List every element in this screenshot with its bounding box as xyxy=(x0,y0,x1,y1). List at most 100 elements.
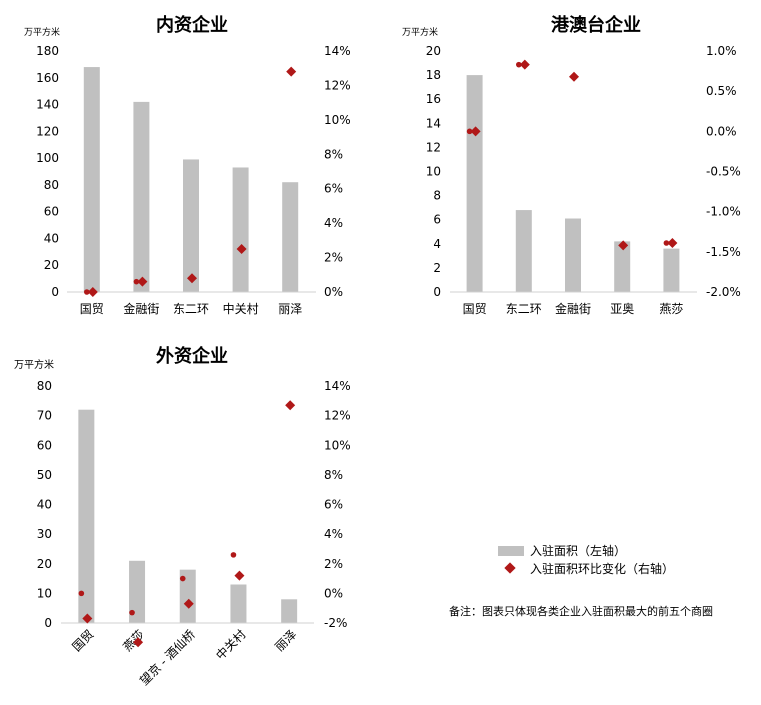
change-dot-marker xyxy=(129,609,135,616)
right-tick-label: 0.0% xyxy=(706,124,737,138)
legend-item-change: 入驻面积环比变化（右轴） xyxy=(498,560,674,578)
category-label: 丽泽 xyxy=(272,627,299,654)
right-tick-label: 2% xyxy=(324,251,343,265)
legend-item-area: 入驻面积（左轴） xyxy=(498,542,674,560)
right-tick-label: 1.0% xyxy=(706,44,737,58)
change-diamond-marker xyxy=(183,598,194,609)
bar xyxy=(183,159,199,292)
left-tick-label: 60 xyxy=(44,205,59,219)
legend: 入驻面积（左轴） 入驻面积环比变化（右轴） xyxy=(498,542,674,578)
category-label: 金融街 xyxy=(555,301,591,316)
right-tick-label: 12% xyxy=(324,78,351,92)
bar xyxy=(230,584,247,623)
left-tick-label: 4 xyxy=(433,237,441,251)
bar xyxy=(78,409,95,623)
right-tick-label: 4% xyxy=(324,216,343,230)
legend-bar-swatch xyxy=(498,546,524,556)
category-label: 燕莎 xyxy=(659,302,683,316)
category-label: 国贸 xyxy=(80,302,104,316)
right-tick-label: 4% xyxy=(324,527,343,541)
legend-diamond-swatch xyxy=(498,562,524,576)
left-tick-label: 16 xyxy=(426,92,441,106)
category-label: 丽泽 xyxy=(278,302,302,316)
right-tick-label: 6% xyxy=(324,182,343,196)
right-tick-label: 12% xyxy=(324,409,351,423)
left-tick-label: 10 xyxy=(37,586,52,600)
left-tick-label: 140 xyxy=(36,98,59,112)
change-dot-marker xyxy=(179,575,186,582)
right-tick-label: -0.5% xyxy=(706,165,741,179)
change-diamond-marker xyxy=(236,243,247,254)
category-label: 燕莎 xyxy=(120,627,147,654)
footnote: 备注：图表只体现各类企业入驻面积最大的前五个商圈 xyxy=(449,605,713,618)
change-diamond-marker xyxy=(569,71,579,82)
left-tick-label: 12 xyxy=(426,140,441,154)
left-tick-label: 20 xyxy=(44,258,59,272)
left-tick-label: 0 xyxy=(44,616,52,630)
bar xyxy=(133,101,150,292)
right-tick-label: -2% xyxy=(324,616,347,630)
right-tick-label: 8% xyxy=(324,468,343,482)
right-tick-label: -2.0% xyxy=(706,285,741,299)
left-tick-label: 8 xyxy=(433,189,441,203)
left-tick-label: 0 xyxy=(433,285,441,299)
chart-title: 港澳台企业 xyxy=(551,14,641,36)
legend-area-label: 入驻面积（左轴） xyxy=(530,544,627,558)
bar xyxy=(179,569,196,623)
category-label: 国贸 xyxy=(70,627,97,654)
change-diamond-marker xyxy=(618,240,629,251)
change-dot-marker xyxy=(516,61,522,68)
left-tick-label: 18 xyxy=(426,68,441,82)
right-tick-label: -1.0% xyxy=(706,205,741,219)
left-tick-label: 50 xyxy=(37,468,52,482)
bar xyxy=(565,218,581,292)
right-tick-label: -1.5% xyxy=(706,245,741,259)
unit-label: 万平方米 xyxy=(24,26,60,38)
left-tick-label: 20 xyxy=(426,44,441,58)
category-label: 东二环 xyxy=(506,302,542,316)
change-diamond-marker xyxy=(470,126,481,137)
chart-title: 内资企业 xyxy=(156,14,228,36)
left-tick-label: 80 xyxy=(37,379,52,393)
category-label: 金融街 xyxy=(123,301,159,316)
change-diamond-marker xyxy=(133,637,144,648)
bar xyxy=(614,241,631,292)
change-dot-marker xyxy=(230,552,237,558)
left-tick-label: 40 xyxy=(37,498,52,512)
change-diamond-marker xyxy=(519,59,530,70)
left-tick-label: 100 xyxy=(36,151,59,165)
bar xyxy=(232,167,249,292)
left-tick-label: 70 xyxy=(37,409,52,423)
change-dot-marker xyxy=(663,240,670,246)
left-tick-label: 160 xyxy=(36,71,59,85)
bar xyxy=(129,560,146,623)
bar xyxy=(282,182,299,292)
right-tick-label: 0% xyxy=(324,285,343,299)
bar xyxy=(663,248,680,292)
change-diamond-marker xyxy=(234,570,245,581)
chart-title: 外资企业 xyxy=(156,345,228,367)
right-tick-label: 14% xyxy=(324,44,351,58)
change-dot-marker xyxy=(84,289,90,295)
left-tick-label: 30 xyxy=(37,527,52,541)
change-diamond-marker xyxy=(87,287,98,297)
left-tick-label: 80 xyxy=(44,178,59,192)
change-diamond-marker xyxy=(667,237,678,248)
change-dot-marker xyxy=(78,590,85,597)
category-label: 中关村 xyxy=(212,627,248,663)
left-tick-label: 180 xyxy=(36,44,59,58)
category-label: 亚奥 xyxy=(610,302,634,316)
left-tick-label: 120 xyxy=(36,124,59,138)
change-diamond-marker xyxy=(187,273,197,284)
legend-change-label: 入驻面积环比变化（右轴） xyxy=(530,562,675,576)
unit-label: 万平方米 xyxy=(14,358,54,371)
bar xyxy=(466,75,483,292)
right-tick-label: 2% xyxy=(324,557,343,571)
right-tick-label: 10% xyxy=(324,113,351,127)
change-dot-marker xyxy=(466,128,473,135)
left-tick-label: 40 xyxy=(44,231,59,245)
left-tick-label: 14 xyxy=(426,116,441,130)
